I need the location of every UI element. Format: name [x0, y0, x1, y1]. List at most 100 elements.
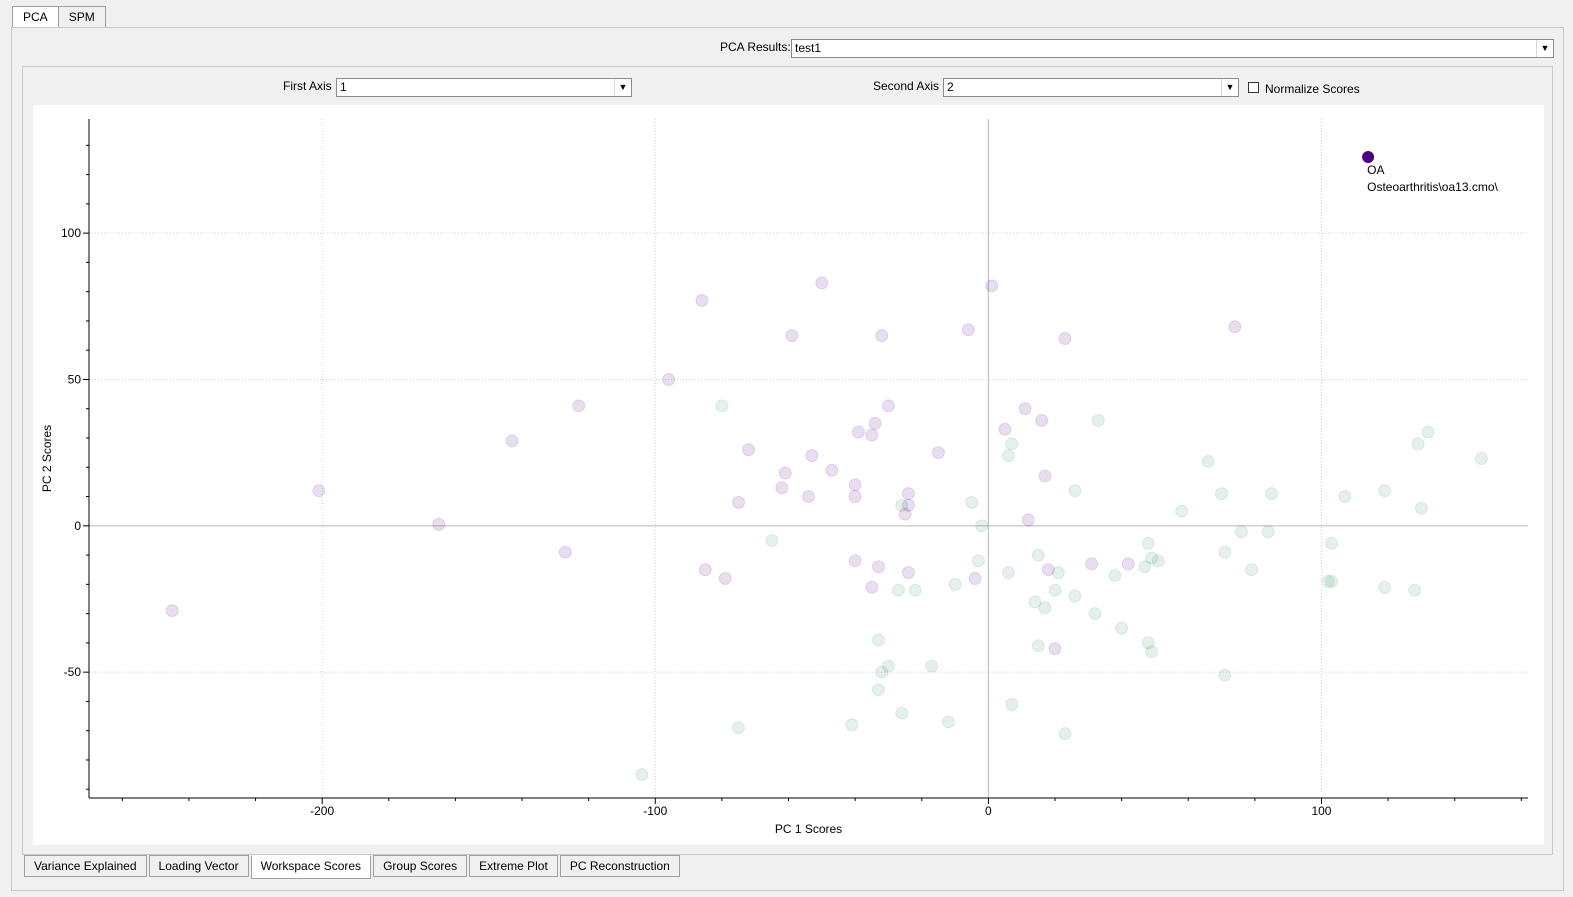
data-point-purple: [742, 443, 756, 457]
data-point-green: [765, 533, 779, 547]
data-point-green: [1408, 583, 1422, 597]
data-point-purple: [848, 490, 862, 504]
tab-spm[interactable]: SPM: [57, 6, 106, 28]
data-point-purple: [1085, 557, 1099, 571]
data-point-purple: [825, 463, 839, 477]
data-point-purple: [901, 498, 915, 512]
data-point-purple: [871, 560, 885, 574]
pca-results-label: PCA Results:: [720, 40, 791, 54]
y-tick-label: 100: [61, 226, 81, 240]
data-point-purple: [898, 507, 912, 521]
data-point-green: [1175, 504, 1189, 518]
tab-pca[interactable]: PCA: [12, 6, 59, 29]
data-point-green: [971, 554, 985, 568]
data-point-green: [1141, 536, 1155, 550]
data-point-green: [1218, 545, 1232, 559]
data-point-green: [1048, 583, 1062, 597]
data-point-purple: [901, 566, 915, 580]
tab-group-scores[interactable]: Group Scores: [373, 855, 468, 877]
data-point-green: [895, 706, 909, 720]
data-point-green: [965, 495, 979, 509]
data-point-purple: [815, 276, 829, 290]
data-point-purple: [998, 422, 1012, 436]
data-point-purple: [662, 372, 676, 386]
data-point-green: [1261, 525, 1275, 539]
chevron-down-icon: ▼: [1536, 40, 1553, 57]
second-axis-select[interactable]: 2 ▼: [943, 78, 1239, 97]
data-point-purple: [1048, 642, 1062, 656]
data-point-green: [875, 665, 889, 679]
data-point-green: [948, 577, 962, 591]
data-point-green: [908, 583, 922, 597]
pca-results-select[interactable]: test1 ▼: [791, 39, 1554, 58]
bottom-tab-bar: Variance Explained Loading Vector Worksp…: [24, 855, 682, 879]
scores-chart-svg: -200 -100 0 100 -50 0 50 100 PC 1 Scores PC 2 Sco…: [40, 119, 1528, 836]
data-point-green: [1091, 413, 1105, 427]
data-point-purple: [865, 580, 879, 594]
y-axis-title: PC 2 Scores: [40, 425, 54, 492]
tab-loading-vector[interactable]: Loading Vector: [148, 855, 249, 877]
data-point-purple: [1021, 513, 1035, 527]
y-tick-label: 50: [68, 372, 82, 386]
data-point-green: [1321, 574, 1335, 588]
data-point-green: [1068, 484, 1082, 498]
top-tab-bar: PCA SPM: [12, 6, 106, 29]
tab-workspace-scores[interactable]: Workspace Scores: [250, 855, 372, 879]
data-point-green: [925, 659, 939, 673]
normalize-scores-label: Normalize Scores: [1265, 82, 1360, 96]
data-point-green: [1378, 580, 1392, 594]
scores-plot[interactable]: -200 -100 0 100 -50 0 50 100 PC 1 Scores PC 2 Sco…: [33, 105, 1544, 845]
data-point-green: [1138, 560, 1152, 574]
data-point-purple: [1058, 332, 1072, 346]
data-point-green: [881, 659, 895, 673]
normalize-scores-checkbox[interactable]: [1248, 82, 1259, 93]
data-point-purple: [1041, 563, 1055, 577]
data-point-green: [1108, 569, 1122, 583]
highlighted-point-label-group: OA: [1367, 163, 1384, 177]
data-point-green: [1028, 595, 1042, 609]
data-point-green: [891, 583, 905, 597]
x-tick-label: -100: [643, 804, 667, 818]
highlighted-point-label-path: Osteoarthritis\oa13.cmo\: [1367, 180, 1498, 194]
data-point-green: [1411, 437, 1425, 451]
data-point-green: [1421, 425, 1435, 439]
data-point-purple: [848, 478, 862, 492]
data-point-green: [1001, 566, 1015, 580]
data-point-green: [1474, 452, 1488, 465]
data-point-green: [1245, 563, 1259, 577]
data-point-purple: [775, 481, 789, 495]
highlighted-point: [1362, 151, 1375, 164]
data-point-green: [975, 519, 989, 533]
first-axis-label: First Axis: [283, 79, 332, 93]
tab-extreme-plot[interactable]: Extreme Plot: [469, 855, 558, 877]
data-point-green: [1151, 554, 1165, 568]
data-point-purple: [698, 563, 712, 577]
data-point-green: [1031, 639, 1045, 653]
first-axis-select[interactable]: 1 ▼: [336, 78, 632, 97]
data-point-purple: [851, 425, 865, 439]
data-point-purple: [695, 293, 709, 307]
x-tick-label: 100: [1311, 804, 1331, 818]
first-axis-value: 1: [340, 80, 347, 94]
data-point-purple: [931, 446, 945, 460]
data-point-green: [941, 715, 955, 729]
data-point-purple: [312, 484, 326, 498]
y-tick-label: -50: [64, 665, 82, 679]
data-point-green: [1088, 607, 1102, 621]
data-point-green: [1115, 621, 1129, 635]
data-point-purple: [778, 466, 792, 480]
data-point-purple: [805, 449, 819, 463]
tab-pc-reconstruction[interactable]: PC Reconstruction: [559, 855, 680, 877]
data-point-purple: [881, 399, 895, 413]
x-tick-label: 0: [985, 804, 992, 818]
data-point-purple: [1121, 557, 1135, 571]
data-point-green: [1265, 487, 1279, 501]
x-axis-title: PC 1 Scores: [775, 822, 842, 836]
data-point-green: [1145, 551, 1159, 565]
data-point-green: [635, 768, 649, 782]
data-point-green: [1001, 449, 1015, 463]
tab-variance-explained[interactable]: Variance Explained: [24, 855, 147, 877]
data-point-green: [845, 718, 859, 732]
data-point-purple: [718, 571, 732, 585]
data-point-purple: [961, 323, 975, 337]
